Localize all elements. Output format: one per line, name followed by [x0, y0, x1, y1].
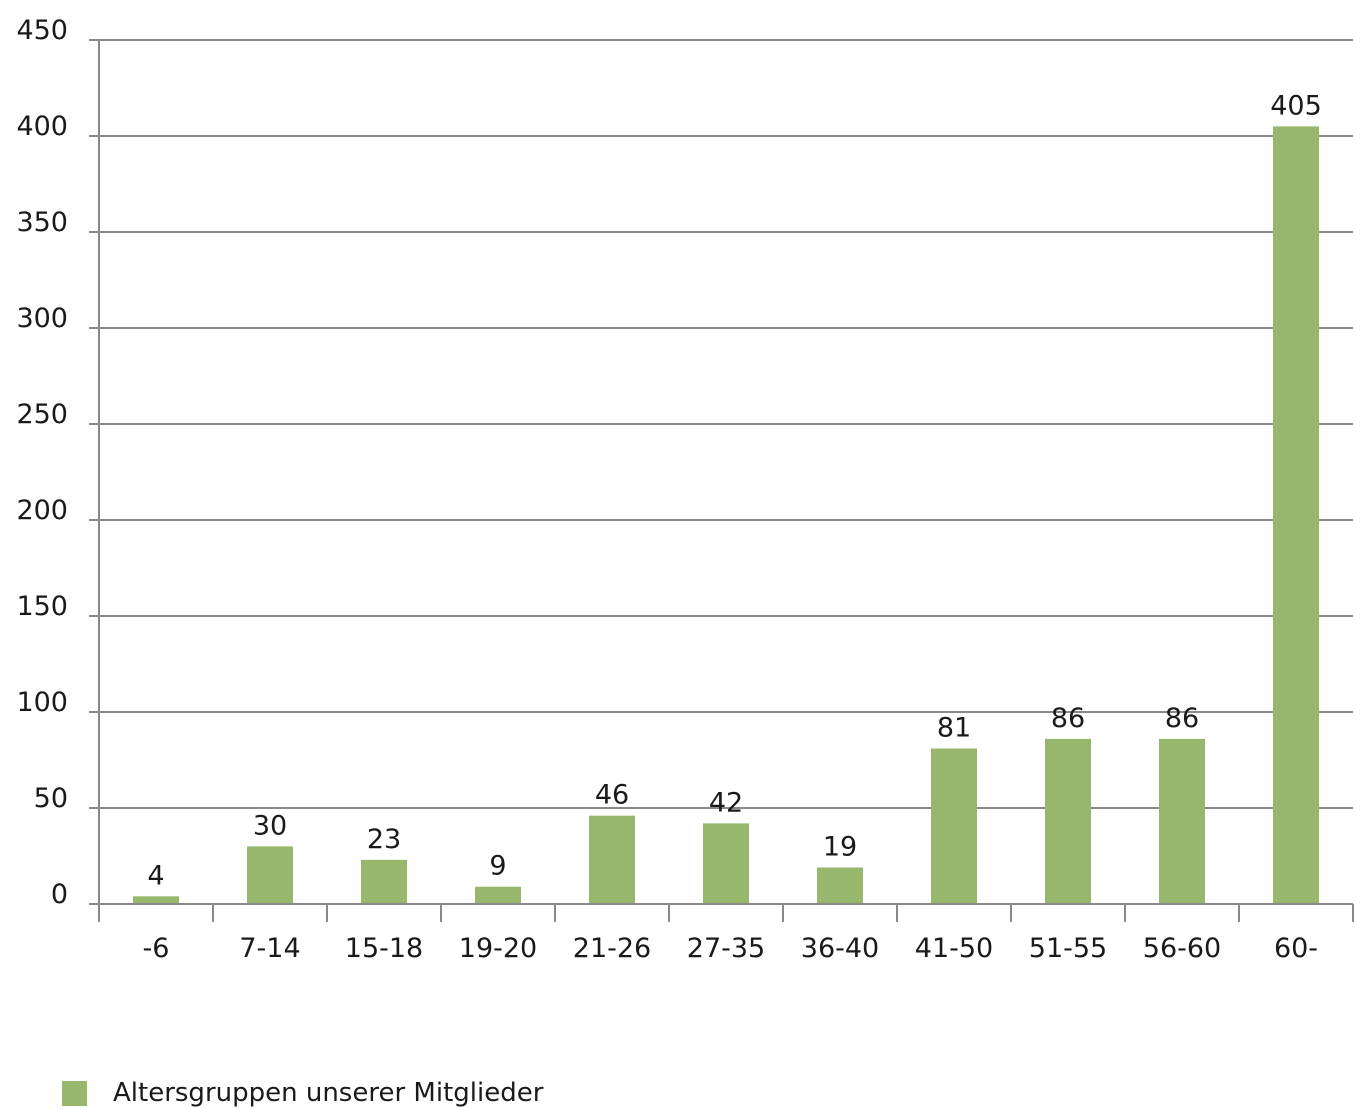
data-label: 30 [253, 810, 287, 841]
x-tick-label: 7-14 [239, 933, 300, 964]
data-label: 46 [595, 780, 629, 811]
y-tick-label: 50 [34, 783, 68, 814]
y-tick-label: 0 [51, 879, 68, 910]
bar [247, 846, 293, 904]
data-label: 23 [367, 824, 401, 855]
bar [817, 867, 863, 904]
y-tick-label: 250 [16, 399, 68, 430]
data-label: 86 [1051, 703, 1085, 734]
bar-chart: 0 50 100 150 200 250 300 350 400 450 4 30 23 9 46 42 19… [16, 15, 1354, 964]
y-tick-label: 150 [16, 591, 68, 622]
data-labels: 4 30 23 9 46 42 19 81 86 86 405 [147, 90, 1321, 891]
y-tick-label: 300 [16, 303, 68, 334]
x-axis-labels: -6 7-14 15-18 19-20 21-26 27-35 36-40 41-50 51-5… [143, 933, 1319, 964]
x-tick-label: 51-55 [1029, 933, 1107, 964]
y-tick-label: 200 [16, 495, 68, 526]
y-tick-label: 100 [16, 687, 68, 718]
axes [98, 40, 1354, 922]
y-axis-ticks: 0 50 100 150 200 250 300 350 400 450 [16, 15, 99, 910]
x-tick-label: 15-18 [345, 933, 423, 964]
bar [589, 815, 635, 904]
gridlines [99, 39, 1353, 809]
x-tick-label: 56-60 [1143, 933, 1221, 964]
data-label: 405 [1270, 90, 1322, 121]
legend-label: Altersgruppen unserer Mitglieder [113, 1078, 544, 1108]
x-tick-label: 60- [1274, 933, 1318, 964]
x-tick-label: 41-50 [915, 933, 993, 964]
y-tick-label: 400 [16, 111, 68, 142]
bar [361, 859, 407, 904]
y-tick-label: 450 [16, 15, 68, 46]
data-label: 4 [147, 860, 164, 891]
bars [133, 126, 1319, 904]
x-tick-label: 36-40 [801, 933, 879, 964]
data-label: 9 [489, 851, 506, 882]
x-tick-label: -6 [143, 933, 170, 964]
bar [1045, 738, 1091, 904]
x-tick-label: 19-20 [459, 933, 537, 964]
bar [475, 886, 521, 904]
data-label: 81 [937, 712, 971, 743]
bar [703, 823, 749, 904]
legend: Altersgruppen unserer Mitglieder [62, 1078, 543, 1108]
bar [133, 896, 179, 904]
legend-swatch [62, 1080, 87, 1106]
bar [931, 748, 977, 904]
bar [1159, 738, 1205, 904]
data-label: 86 [1165, 703, 1199, 734]
data-label: 19 [823, 832, 857, 863]
y-tick-label: 350 [16, 207, 68, 238]
data-label: 42 [709, 787, 743, 818]
x-tick-label: 21-26 [573, 933, 651, 964]
x-tick-label: 27-35 [687, 933, 765, 964]
bar [1273, 126, 1319, 904]
